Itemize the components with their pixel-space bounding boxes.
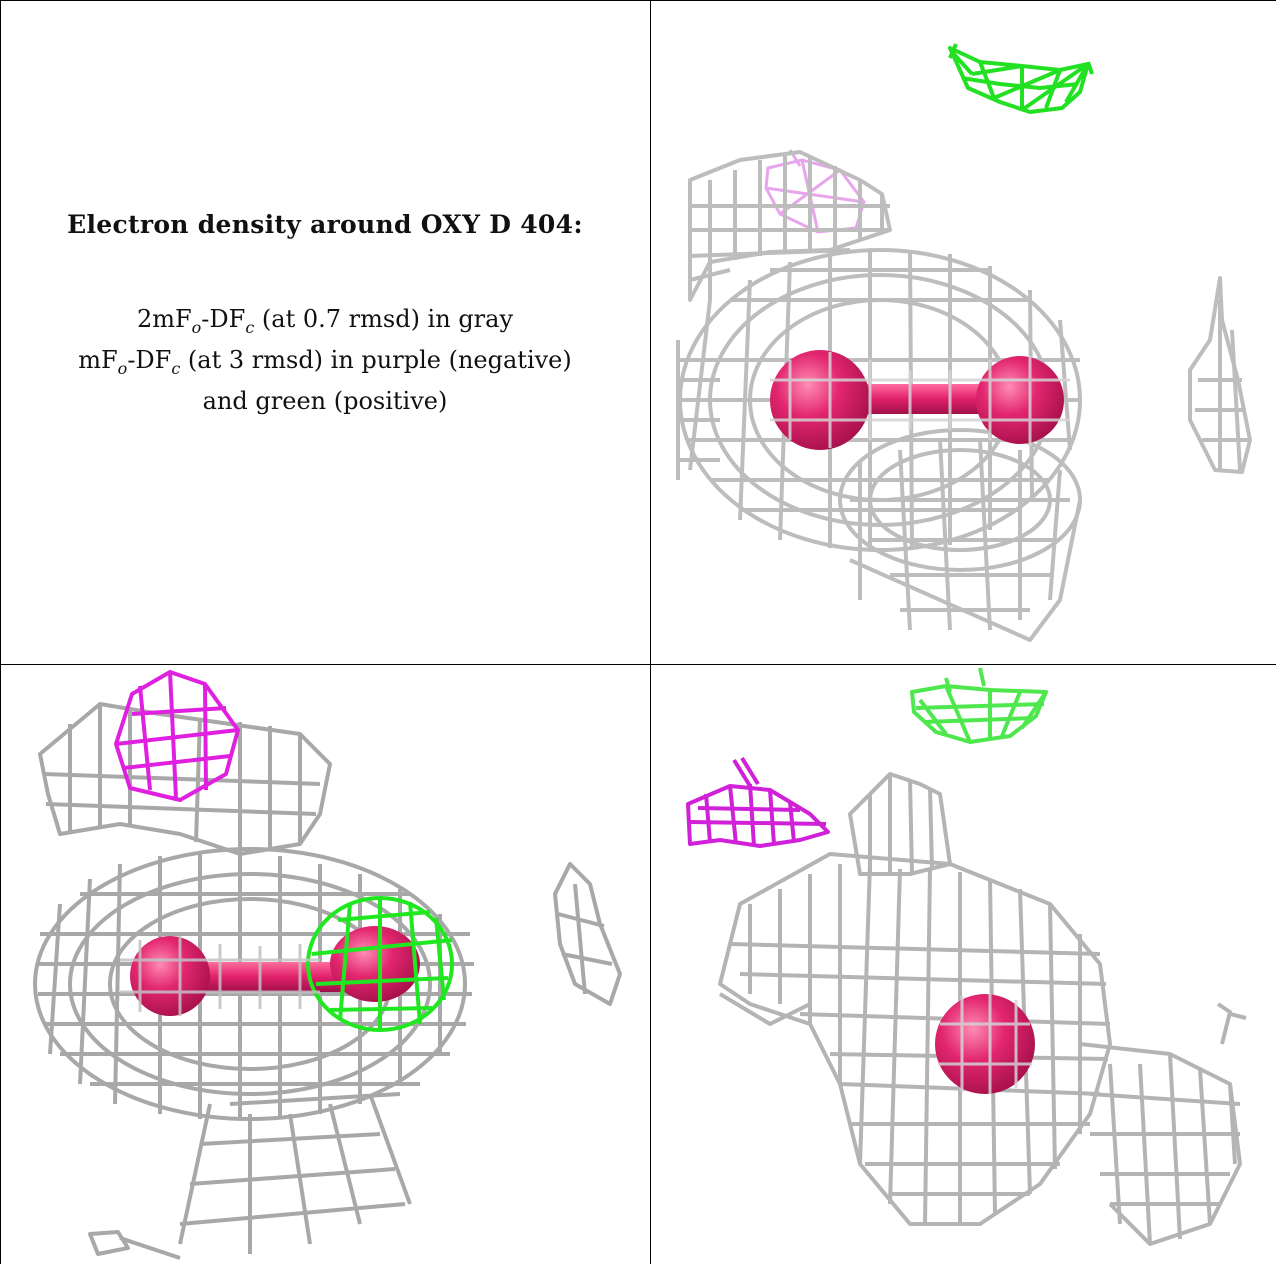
table-border-top (0, 0, 1276, 1)
caption-text: mF (78, 345, 118, 374)
caption-text: -DF (127, 345, 172, 374)
density-view-3 (650, 664, 1276, 1264)
ligand-model (935, 994, 1035, 1094)
gray-density-mesh-front (938, 994, 1032, 1094)
caption-text: 2mF (136, 305, 192, 333)
table-border-left (0, 0, 1, 1264)
density-view-1-image (676, 43, 1252, 642)
caption-line-gray: 2mFo-DFc (at 0.7 rmsd) in gray (20, 303, 630, 344)
positive-density-mesh (948, 43, 1094, 114)
caption-subscript: o (191, 317, 202, 337)
caption-subscript: c (245, 317, 255, 337)
caption-text: (at 0.7 rmsd) in gray (254, 305, 514, 333)
positive-density-mesh (306, 896, 454, 1032)
density-view-3-image (686, 667, 1247, 1246)
figure-caption: Electron density around OXY D 404: 2mFo-… (20, 210, 630, 418)
gray-density-mesh-front (770, 352, 1070, 448)
negative-density-mesh (686, 756, 830, 848)
caption-text: -DF (201, 305, 246, 333)
density-view-1 (650, 0, 1276, 664)
ligand-model (130, 926, 420, 1016)
positive-density-mesh (910, 667, 1048, 744)
caption-subscript: o (117, 358, 128, 378)
table-divider-horizontal (0, 664, 1276, 665)
density-view-2 (0, 664, 650, 1264)
gray-density-mesh-front (120, 936, 320, 1016)
caption-line-colors: and green (positive) (202, 386, 448, 415)
negative-density-mesh (114, 670, 240, 802)
negative-density-mesh (764, 149, 866, 234)
caption-title: Electron density around OXY D 404: (67, 210, 583, 239)
caption-text: (at 3 rmsd) in purple (negative) (180, 345, 572, 374)
density-view-2-image (33, 670, 622, 1260)
caption-subscript: c (171, 358, 181, 378)
caption-panel: Electron density around OXY D 404: 2mFo-… (0, 0, 650, 664)
caption-line-difference: mFo-DFc (at 3 rmsd) in purple (negative) (20, 344, 630, 385)
table-divider-vertical (650, 0, 651, 1264)
